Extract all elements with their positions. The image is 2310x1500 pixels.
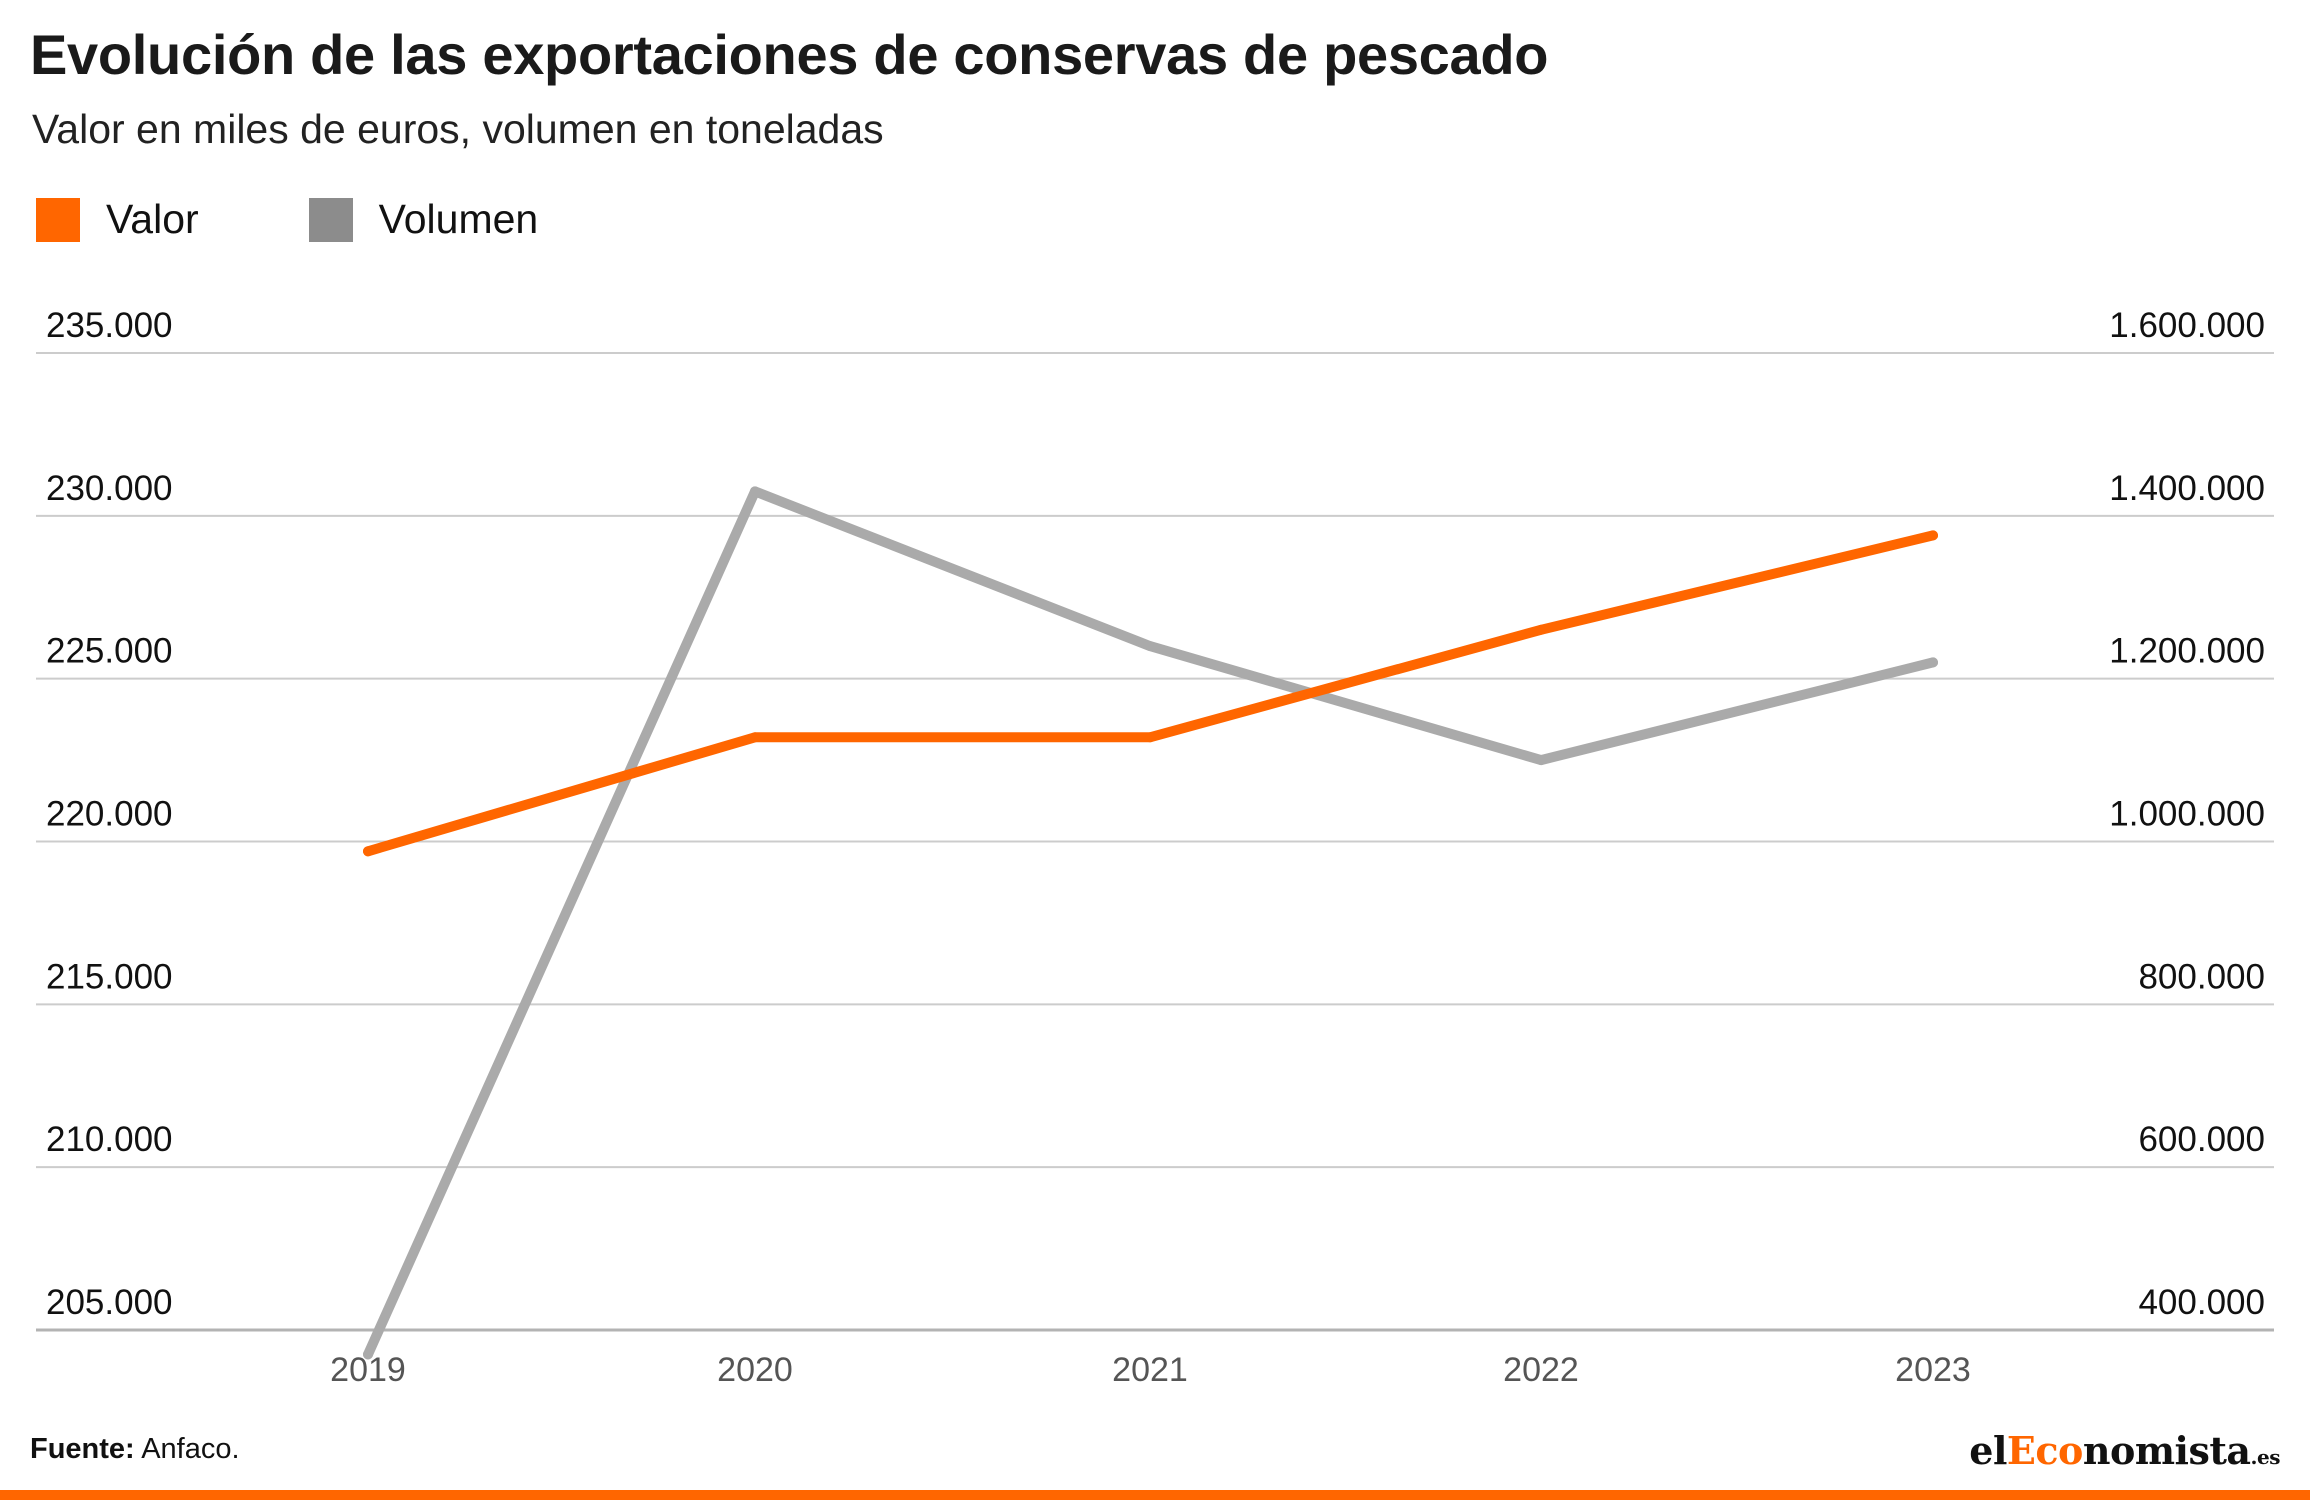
y-right-tick-label: 1.000.000	[2109, 795, 2265, 834]
y-left-tick-label: 220.000	[46, 795, 173, 834]
logo-part-nomista: nomista	[2082, 1428, 2251, 1473]
y-right-tick-label: 800.000	[2138, 957, 2265, 996]
eleconomista-logo: elEconomista.es	[1969, 1428, 2280, 1473]
data-point-volumen	[1928, 657, 1938, 668]
logo-part-el: el	[1969, 1428, 2007, 1473]
data-point-volumen	[750, 486, 760, 497]
x-tick-label: 2023	[1895, 1351, 1971, 1389]
legend-item-valor: Valor	[36, 196, 199, 243]
logo-part-eco: Eco	[2006, 1428, 2083, 1473]
x-tick-label: 2022	[1503, 1351, 1579, 1389]
legend-label-volumen: Volumen	[378, 196, 539, 242]
chart-title: Evolución de las exportaciones de conser…	[30, 23, 1549, 86]
source-note: Fuente: Anfaco.	[30, 1433, 240, 1466]
y-right-tick-label: 600.000	[2138, 1120, 2265, 1159]
y-left-tick-label: 230.000	[46, 469, 173, 508]
source-value: Anfaco.	[141, 1433, 240, 1465]
legend: Valor Volumen	[36, 196, 648, 243]
x-tick-label: 2020	[717, 1351, 793, 1389]
y-left-tick-label: 205.000	[46, 1283, 173, 1322]
y-right-tick-label: 1.400.000	[2109, 469, 2265, 508]
y-left-tick-label: 210.000	[46, 1120, 173, 1159]
y-right-tick-label: 1.200.000	[2109, 632, 2265, 671]
data-point-valor	[1145, 732, 1155, 743]
y-right-tick-label: 1.600.000	[2109, 306, 2265, 345]
y-left-tick-label: 235.000	[46, 306, 173, 345]
legend-label-valor: Valor	[106, 196, 199, 242]
legend-swatch-valor	[36, 197, 80, 242]
data-point-valor	[750, 732, 760, 743]
y-right-tick-label: 400.000	[2138, 1283, 2265, 1322]
logo-suffix: .es	[2250, 1445, 2281, 1469]
series-line-volumen	[363, 486, 1938, 1360]
data-point-volumen	[1145, 641, 1155, 652]
legend-swatch-volumen	[308, 197, 353, 242]
series-line-valor	[363, 530, 1938, 857]
x-tick-label: 2021	[1112, 1351, 1188, 1389]
data-point-valor	[1536, 624, 1546, 635]
data-point-volumen	[363, 1349, 373, 1360]
data-point-volumen	[1536, 755, 1546, 766]
source-label: Fuente:	[30, 1433, 135, 1465]
bottom-accent-bar	[0, 1490, 2310, 1500]
y-left-tick-label: 225.000	[46, 632, 173, 671]
legend-item-volumen: Volumen	[308, 196, 539, 243]
data-point-valor	[1928, 530, 1938, 541]
chart-subtitle: Valor en miles de euros, volumen en tone…	[32, 106, 884, 152]
data-point-valor	[363, 846, 373, 857]
y-left-tick-label: 215.000	[46, 957, 173, 996]
line-chart: 235.000 230.000 225.000 220.000 215.000 210.0…	[36, 306, 2274, 1389]
